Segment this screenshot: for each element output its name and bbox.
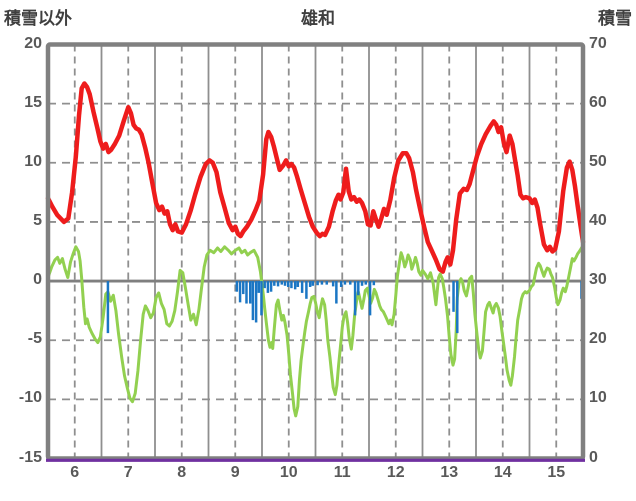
green-line [46,244,585,418]
left-axis-tick: 0 [33,271,42,289]
x-axis-tick: 15 [547,464,566,481]
right-axis-tick: 20 [589,330,607,348]
x-axis-tick: 13 [440,464,459,481]
right-axis-tick: 0 [589,448,598,466]
x-axis-tick: 12 [386,464,405,481]
right-axis-tick: 50 [589,152,607,170]
right-axis-tick: 30 [589,271,607,289]
chart-title: 雄和 [301,9,335,28]
plot-border [45,42,586,461]
left-axis-tick: -15 [18,448,42,466]
x-axis-tick: 8 [177,464,187,481]
right-axis-tick: 10 [589,389,607,407]
right-axis-tick: 60 [589,93,607,111]
x-axis-tick: 10 [279,464,298,481]
left-axis-tick: 5 [33,211,42,229]
x-axis-tick: 11 [333,464,351,481]
right-axis-tick: 70 [589,34,607,52]
x-axis-tick: 7 [123,464,133,481]
left-axis-tick: 15 [24,93,42,111]
left-axis-tick: -5 [27,330,42,348]
left-axis-tick: -10 [18,389,42,407]
x-axis-tick: 14 [493,464,512,481]
left-axis-title: 積雪以外 [4,9,72,28]
right-axis-tick: 40 [589,211,607,229]
x-axis-tick: 9 [230,464,240,481]
left-axis-tick: 10 [24,152,42,170]
red-line [45,81,586,274]
x-axis-tick: 6 [70,464,80,481]
right-axis-title: 積雪 [598,9,632,28]
left-axis-tick: 20 [24,34,42,52]
